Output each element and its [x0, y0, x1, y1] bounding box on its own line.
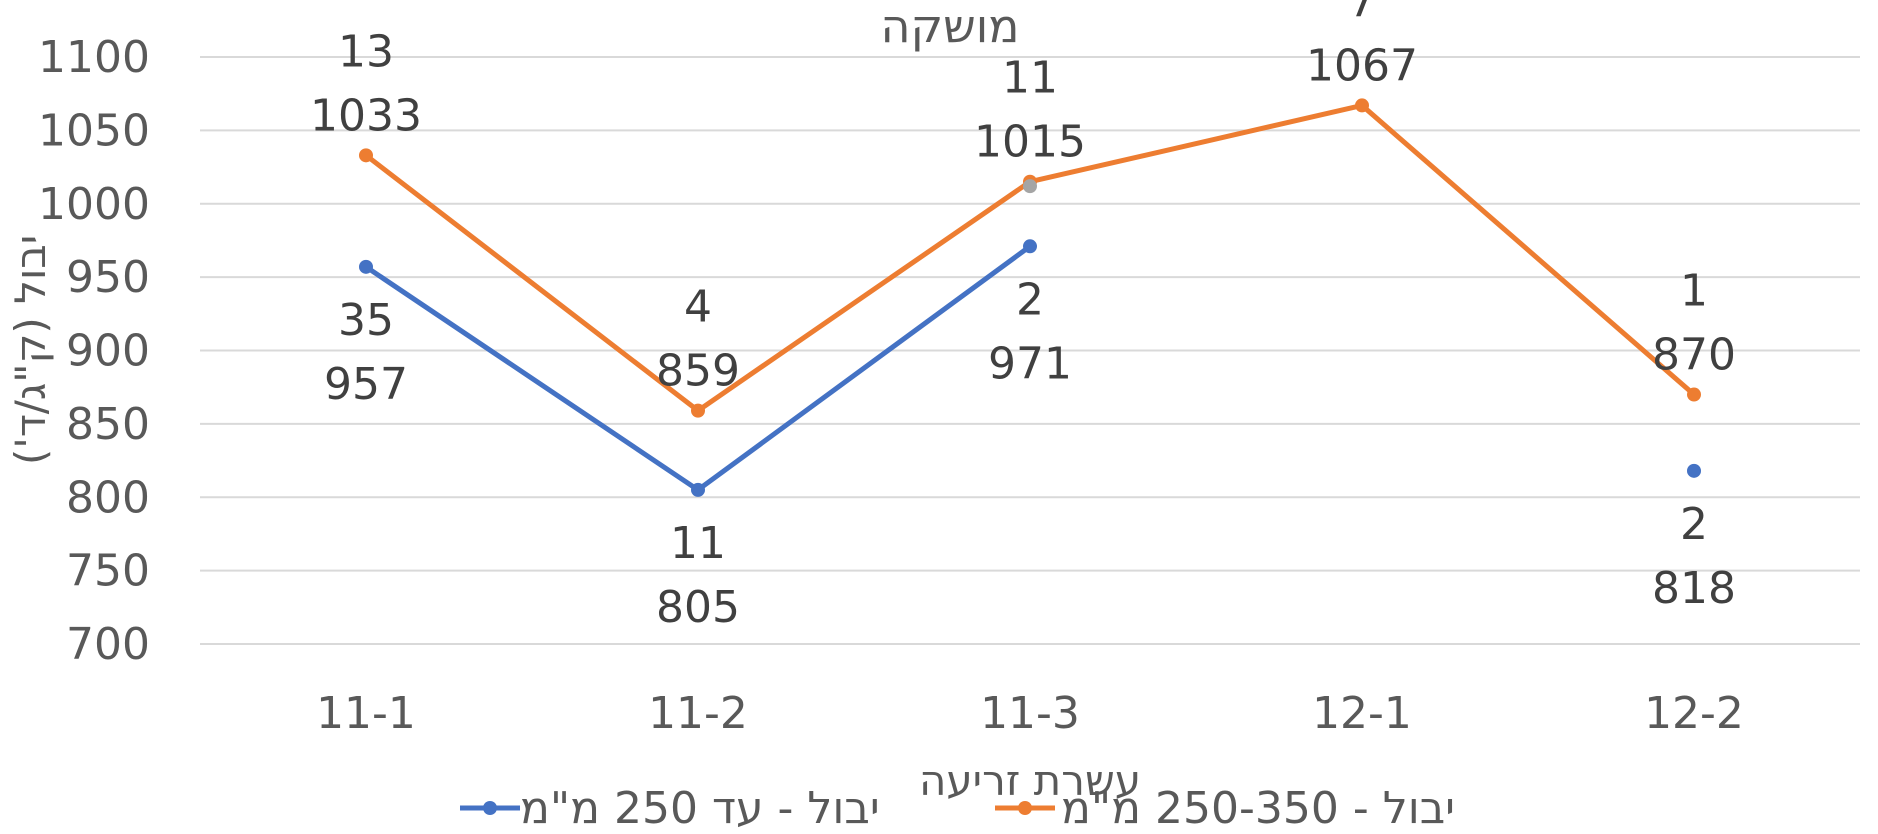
series-1-label-value-3: 1067: [1306, 40, 1418, 91]
x-axis-title: עשרת זריעה: [919, 756, 1141, 805]
y-tick-1000: 1000: [38, 179, 150, 230]
series-1-point-0: [359, 148, 373, 163]
y-tick-700: 700: [66, 619, 150, 670]
series-1-segment-0: [363, 152, 701, 414]
series-1-label-count-0: 13: [338, 26, 394, 77]
x-tick-11-3: 11-3: [980, 688, 1080, 739]
series-0-label-value-0: 957: [324, 359, 408, 410]
series-0-point-2: [1023, 239, 1037, 254]
legend: יבול - עד 250 מ"מ יבול - 250-350 מ"מ: [460, 783, 1455, 834]
series-0-segment-1: [695, 243, 1033, 493]
y-tick-1050: 1050: [38, 105, 150, 156]
x-tick-11-2: 11-2: [648, 688, 748, 739]
series-1-label-count-1: 4: [684, 282, 712, 333]
x-tick-12-1: 12-1: [1312, 688, 1412, 739]
legend-marker-0: [483, 801, 497, 815]
series-0-segment-0: [363, 264, 701, 493]
series-group: [359, 98, 1701, 497]
x-tick-labels: 11-1 11-2 11-3 12-1 12-2: [316, 688, 1744, 739]
series-1-point-1: [691, 403, 705, 418]
series-1: [359, 98, 1701, 418]
series-0-point-0: [359, 259, 373, 274]
y-tick-750: 750: [66, 546, 150, 597]
series-1-label-count-4: 1: [1680, 266, 1708, 317]
chart-title: מושקה: [880, 0, 1019, 53]
series-1-segment-2: [1027, 102, 1365, 185]
x-tick-12-2: 12-2: [1644, 688, 1744, 739]
y-tick-950: 950: [66, 252, 150, 303]
y-tick-850: 850: [66, 399, 150, 450]
y-tick-900: 900: [66, 326, 150, 377]
gridlines: [200, 56, 1860, 645]
series-0-point-4: [1687, 463, 1701, 478]
series-1-label-value-4: 870: [1652, 330, 1736, 381]
x-tick-11-1: 11-1: [316, 688, 416, 739]
series-1-label-count-3: 7: [1348, 0, 1376, 27]
series-0-label-count-0: 35: [338, 295, 394, 346]
legend-label-1: יבול - 250-350 מ"מ: [1061, 783, 1455, 830]
series-1-label-count-2: 11: [1002, 53, 1058, 104]
series-0-label-value-4: 818: [1652, 563, 1736, 614]
series-1-label-value-1: 859: [656, 346, 740, 397]
y-tick-1100: 1100: [38, 32, 150, 83]
series-1-segment-3: [1359, 102, 1697, 398]
legend-marker-1: [1018, 801, 1032, 815]
series-1-point-4: [1687, 387, 1701, 402]
series-0-label-value-1: 805: [656, 582, 740, 633]
y-tick-labels: 700 750 800 850 900 950 1000 1050 1100: [38, 32, 150, 670]
series-0-label-count-4: 2: [1680, 499, 1708, 550]
series-0-label-value-2: 971: [988, 338, 1072, 389]
data-labels: 35 957 11 805 2 971 2 818 13 1033 4 859 11 1015 7 1067 1…: [310, 0, 1736, 633]
y-tick-800: 800: [66, 472, 150, 523]
series-0-point-1: [691, 482, 705, 497]
series-1-label-value-0: 1033: [310, 90, 422, 141]
series-0: [359, 239, 1701, 497]
series-1-segment-1: [695, 179, 1033, 414]
series-0-label-count-2: 2: [1016, 274, 1044, 325]
series-2: [1023, 179, 1037, 194]
legend-label-0: יבול - עד 250 מ"מ: [520, 783, 880, 830]
y-axis-title: יבול (ק"ג/ד'): [6, 235, 55, 465]
series-2-point-2: [1023, 179, 1037, 194]
series-1-point-3: [1355, 98, 1369, 113]
series-1-label-value-2: 1015: [974, 117, 1086, 168]
series-0-label-count-1: 11: [670, 518, 726, 569]
